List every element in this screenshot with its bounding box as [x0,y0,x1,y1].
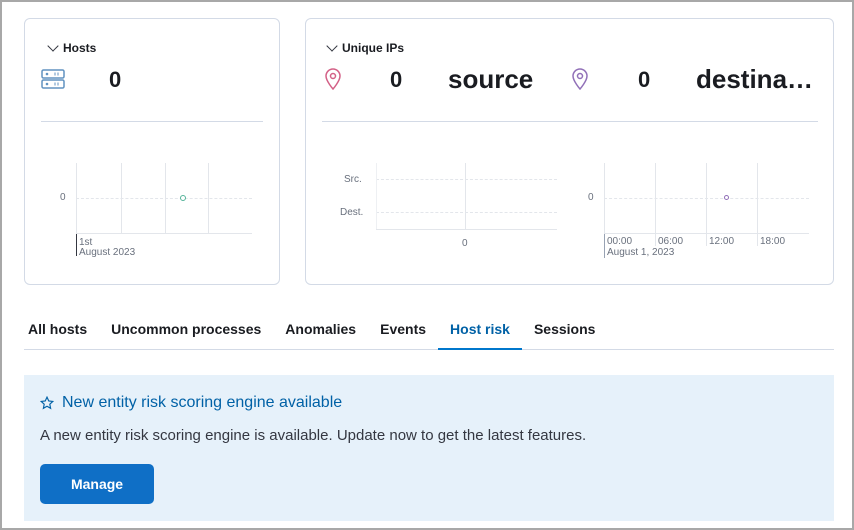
data-point [180,195,186,201]
tab-host-risk[interactable]: Host risk [438,316,522,350]
hosts-panel: Hosts 0 0 1st August 2023 [24,18,280,285]
server-icon [41,69,65,89]
tab-anomalies[interactable]: Anomalies [285,321,357,337]
hosts-toggle[interactable]: Hosts [47,40,97,55]
data-point [724,195,729,200]
x-sublabel: August 1, 2023 [607,247,675,258]
source-label: source [448,64,534,94]
callout-text: A new entity risk scoring engine is avai… [40,427,587,444]
bar-category: Src. [344,174,362,185]
x-tick: 06:00 [658,236,684,247]
manage-button[interactable]: Manage [40,464,154,504]
tab-bar: All hosts Uncommon processes Anomalies E… [24,316,834,350]
star-icon [40,396,54,410]
x-sublabel: August 2023 [79,247,136,258]
risk-engine-callout: New entity risk scoring engine available… [24,375,834,521]
divider [41,121,263,122]
destination-label: destina… [696,64,814,94]
source-count: 0 [390,67,403,92]
chevron-down-icon [47,40,59,52]
destination-count: 0 [638,67,651,92]
callout-title: New entity risk scoring engine available [62,394,343,411]
hosts-count: 0 [109,67,122,92]
x-tick: 00:00 [607,236,633,247]
x-tick: 1st [79,237,93,248]
bar-category: Dest. [340,207,364,218]
tab-uncommon-processes[interactable]: Uncommon processes [111,321,262,337]
tab-all-hosts[interactable]: All hosts [28,321,88,337]
tab-sessions[interactable]: Sessions [533,321,596,337]
y-tick: 0 [588,192,594,203]
map-marker-icon [325,68,341,91]
unique-ips-title: Unique IPs [342,41,405,55]
x-tick: 18:00 [760,236,786,247]
chevron-down-icon [326,40,338,52]
map-marker-icon [572,68,588,91]
y-tick: 0 [60,192,66,203]
hosts-title: Hosts [63,41,97,55]
unique-ips-toggle[interactable]: Unique IPs [326,40,405,55]
x-tick: 0 [462,238,468,249]
x-tick: 12:00 [709,236,735,247]
tab-events[interactable]: Events [380,321,427,337]
divider [322,121,818,122]
unique-ips-panel: Unique IPs 0 source 0 destina… Src. Dest… [305,18,834,285]
